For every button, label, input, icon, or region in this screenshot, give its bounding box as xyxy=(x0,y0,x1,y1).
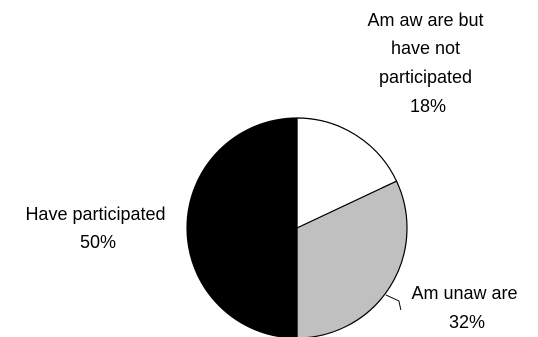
slice-value-label: 32% xyxy=(449,312,485,332)
leader-line-unaware xyxy=(385,294,402,311)
slice-label-line: Have participated xyxy=(25,204,165,224)
slice-participated xyxy=(186,117,298,337)
slice-value-label: 50% xyxy=(80,232,116,252)
slice-label-aware-not-participated: Am aw are but have not participated 18% xyxy=(367,10,488,116)
slice-label-line: participated xyxy=(379,67,472,87)
leader-lines xyxy=(385,294,402,311)
slice-value-label: 18% xyxy=(410,96,446,116)
slice-label-unaware: Am unaw are 32% xyxy=(411,283,522,332)
slice-label-line: Am aw are but xyxy=(367,10,483,30)
slice-label-line: Am unaw are xyxy=(411,283,517,303)
slice-unaware xyxy=(296,180,408,337)
pie-slices xyxy=(186,117,408,337)
slice-aware-not-participated xyxy=(296,117,398,229)
slice-label-participated: Have participated 50% xyxy=(25,204,170,252)
slice-label-line: have not xyxy=(391,38,460,58)
